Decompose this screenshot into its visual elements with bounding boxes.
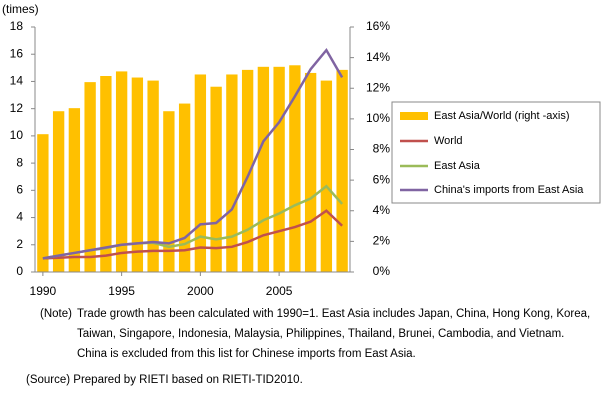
- bar: [131, 77, 144, 272]
- line: [42, 47, 344, 260]
- y2-tick-label: 8%: [373, 142, 391, 156]
- bar: [84, 82, 96, 272]
- y-tick-label: 2: [16, 237, 23, 251]
- bar: [257, 66, 270, 272]
- y-tick-label: 14: [10, 74, 24, 88]
- bar: [289, 65, 301, 272]
- x-tick-label: 2000: [187, 284, 214, 298]
- y2-tick-label: 14%: [366, 50, 390, 64]
- y-tick-label: 0: [16, 264, 23, 278]
- x-tick-label: 2005: [266, 284, 293, 298]
- y-tick-label: 8: [16, 155, 23, 169]
- y-tick-label: 12: [10, 101, 24, 115]
- bar: [100, 76, 112, 272]
- bar: [320, 80, 333, 272]
- bar: [304, 72, 317, 272]
- y2-tick-label: 16%: [366, 19, 390, 33]
- bar: [147, 80, 159, 272]
- y-tick-label: 18: [10, 19, 24, 33]
- y2-tick-label: 2%: [373, 234, 391, 248]
- y-tick-label: 6: [16, 183, 23, 197]
- bar: [210, 86, 222, 272]
- note-label: (Note): [40, 308, 72, 320]
- legend-label: East Asia: [434, 160, 481, 172]
- bar: [163, 111, 175, 272]
- bar: [336, 69, 348, 272]
- x-tick-label: 1990: [30, 284, 57, 298]
- y2-tick-label: 10%: [366, 111, 390, 125]
- y2-tick-label: 6%: [373, 172, 391, 186]
- bar: [115, 71, 128, 272]
- note-text: Trade growth has been calculated with 19…: [77, 308, 591, 360]
- chart: (times) 0 2 4 6 8 10 12 14 16 18 0% 2% 4% 6% 8% 10% 12% 1…: [2, 2, 601, 298]
- legend-swatch: [400, 112, 428, 120]
- bar: [52, 111, 65, 272]
- x-tick-label: 1995: [108, 284, 135, 298]
- legend-label: East Asia/World (right -axis): [434, 110, 570, 122]
- bar: [37, 134, 49, 272]
- bar: [194, 74, 207, 272]
- y-tick-label: 16: [10, 46, 24, 60]
- y2-tick-label: 0%: [373, 264, 391, 278]
- bar: [273, 66, 285, 272]
- legend-label: World: [434, 135, 463, 147]
- line: [42, 209, 343, 260]
- legend-label: China's imports from East Asia: [434, 184, 584, 196]
- y2-tick-label: 12%: [366, 80, 390, 94]
- y-axis-label: (times): [2, 2, 39, 16]
- bar: [241, 69, 254, 272]
- y2-tick-label: 4%: [373, 203, 391, 217]
- bar: [68, 108, 81, 272]
- source-text: (Source) Prepared by RIETI based on RIET…: [26, 374, 303, 386]
- y-tick-label: 10: [10, 128, 24, 142]
- bar: [178, 103, 191, 272]
- y-tick-label: 4: [16, 210, 23, 224]
- bar: [226, 74, 238, 272]
